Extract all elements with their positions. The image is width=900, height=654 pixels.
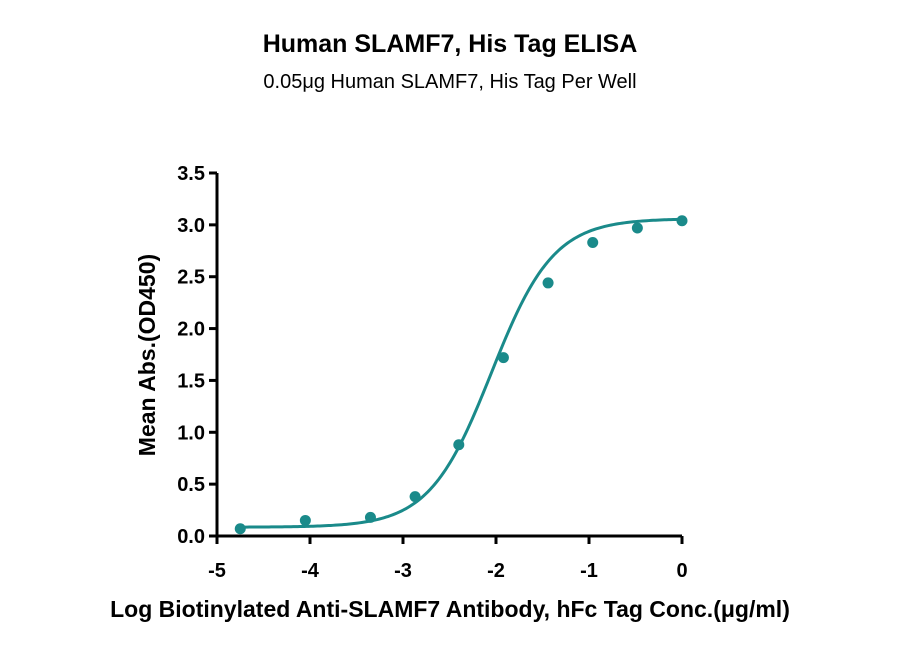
data-point bbox=[453, 439, 465, 451]
x-tick-label: -4 bbox=[301, 560, 320, 582]
y-tick-label: 0.0 bbox=[177, 526, 205, 548]
y-tick-label: 1.5 bbox=[177, 370, 205, 392]
x-tick-label: -3 bbox=[394, 560, 412, 582]
data-point bbox=[409, 491, 421, 503]
y-tick-label: 0.5 bbox=[177, 474, 205, 496]
x-tick-label: -2 bbox=[487, 560, 505, 582]
data-point bbox=[631, 222, 643, 234]
x-tick-label: -1 bbox=[580, 560, 598, 582]
data-point bbox=[234, 523, 246, 535]
data-point bbox=[587, 236, 599, 248]
y-tick-label: 2.0 bbox=[177, 319, 205, 341]
data-point bbox=[497, 352, 509, 364]
data-point bbox=[299, 514, 311, 526]
data-points bbox=[234, 215, 688, 535]
y-tick-label: 2.5 bbox=[177, 267, 205, 289]
axes bbox=[215, 173, 682, 538]
data-point bbox=[364, 511, 376, 523]
x-axis-label: Log Biotinylated Anti-SLAMF7 Antibody, h… bbox=[110, 596, 790, 622]
x-tick-label: -5 bbox=[208, 560, 226, 582]
y-tick-label: 3.5 bbox=[177, 163, 205, 185]
y-ticks: 0.0 0.5 1.0 1.5 2.0 2.5 3.0 3.5 bbox=[177, 163, 217, 548]
chart-subtitle: 0.05μg Human SLAMF7, His Tag Per Well bbox=[263, 71, 637, 93]
data-point bbox=[542, 277, 554, 289]
x-ticks: -5 -4 -3 -2 -1 0 bbox=[208, 536, 688, 582]
chart-title: Human SLAMF7, His Tag ELISA bbox=[262, 30, 638, 58]
data-point bbox=[676, 215, 688, 227]
y-tick-label: 1.0 bbox=[177, 422, 205, 444]
y-tick-label: 3.0 bbox=[177, 215, 205, 237]
y-axis-label: Mean Abs.(OD450) bbox=[134, 254, 160, 456]
x-tick-label: 0 bbox=[676, 560, 687, 582]
fit-curve bbox=[240, 217, 683, 529]
